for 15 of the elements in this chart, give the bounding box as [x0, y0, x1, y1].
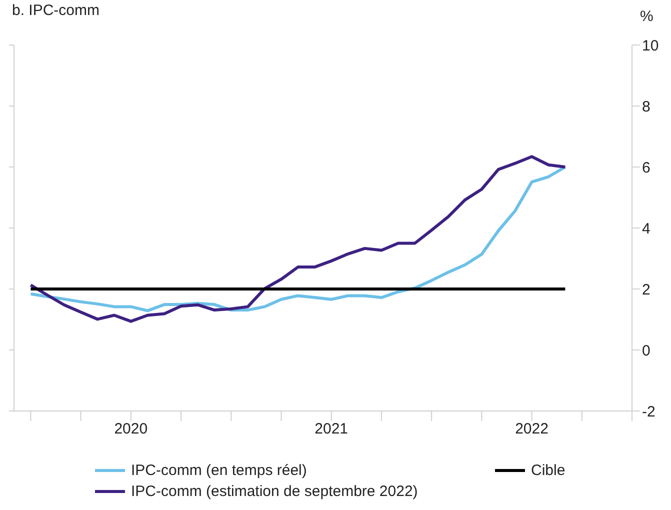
y-axis-title: %: [640, 8, 654, 25]
y-tick-label: 10: [642, 37, 659, 54]
chart-title: b. IPC-comm: [12, 2, 100, 19]
x-tick-label: 2022: [515, 420, 548, 438]
y-tick-label: 4: [642, 220, 650, 238]
x-tick-label: 2020: [114, 420, 148, 438]
y-tick-label: 2: [642, 281, 650, 298]
y-tick-label: -2: [642, 403, 656, 420]
legend-label: IPC-comm (en temps réel): [131, 462, 307, 479]
y-tick-label: 0: [642, 342, 650, 360]
y-tick-label: 6: [642, 159, 650, 176]
legend-label: IPC-comm (estimation de septembre 2022): [131, 483, 418, 500]
legend-label: Cible: [531, 462, 566, 479]
y-tick-label: 8: [642, 98, 650, 116]
x-tick-label: 2021: [314, 420, 348, 438]
